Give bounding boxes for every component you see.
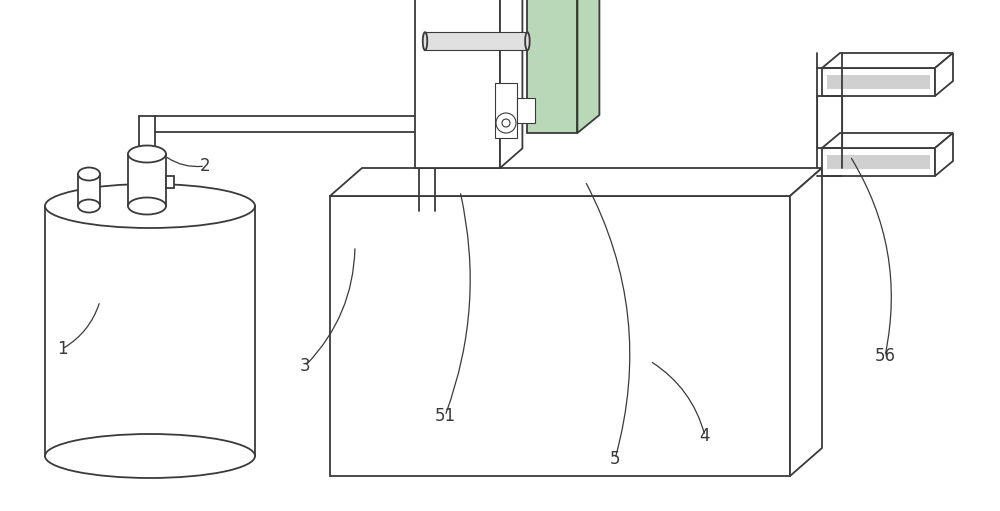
Ellipse shape <box>45 184 255 228</box>
Polygon shape <box>822 53 953 68</box>
Circle shape <box>502 119 510 127</box>
Ellipse shape <box>128 197 166 215</box>
Bar <box>166 176 174 188</box>
Ellipse shape <box>423 32 427 50</box>
Bar <box>822 68 935 96</box>
Polygon shape <box>577 0 599 133</box>
Text: 51: 51 <box>434 407 456 425</box>
Text: 2: 2 <box>200 157 210 175</box>
Polygon shape <box>935 133 953 176</box>
Bar <box>517 98 535 123</box>
Bar <box>330 196 790 476</box>
Polygon shape <box>935 53 953 96</box>
Polygon shape <box>330 168 822 196</box>
Text: 56: 56 <box>874 347 896 365</box>
Bar <box>128 154 166 206</box>
Bar <box>425 32 527 50</box>
Text: 3: 3 <box>300 357 310 375</box>
Bar <box>827 75 930 89</box>
Circle shape <box>496 113 516 133</box>
Text: 1: 1 <box>57 340 67 358</box>
Bar <box>822 148 935 176</box>
Polygon shape <box>790 168 822 476</box>
Bar <box>495 83 517 138</box>
Polygon shape <box>500 0 522 168</box>
Ellipse shape <box>78 199 100 213</box>
Bar <box>827 155 930 169</box>
Ellipse shape <box>45 434 255 478</box>
Bar <box>527 0 577 133</box>
Text: 5: 5 <box>610 450 620 468</box>
Bar <box>78 174 100 206</box>
Polygon shape <box>822 133 953 148</box>
Bar <box>415 0 500 168</box>
Ellipse shape <box>525 32 530 50</box>
Text: 4: 4 <box>700 427 710 445</box>
Ellipse shape <box>78 168 100 180</box>
Ellipse shape <box>128 146 166 162</box>
